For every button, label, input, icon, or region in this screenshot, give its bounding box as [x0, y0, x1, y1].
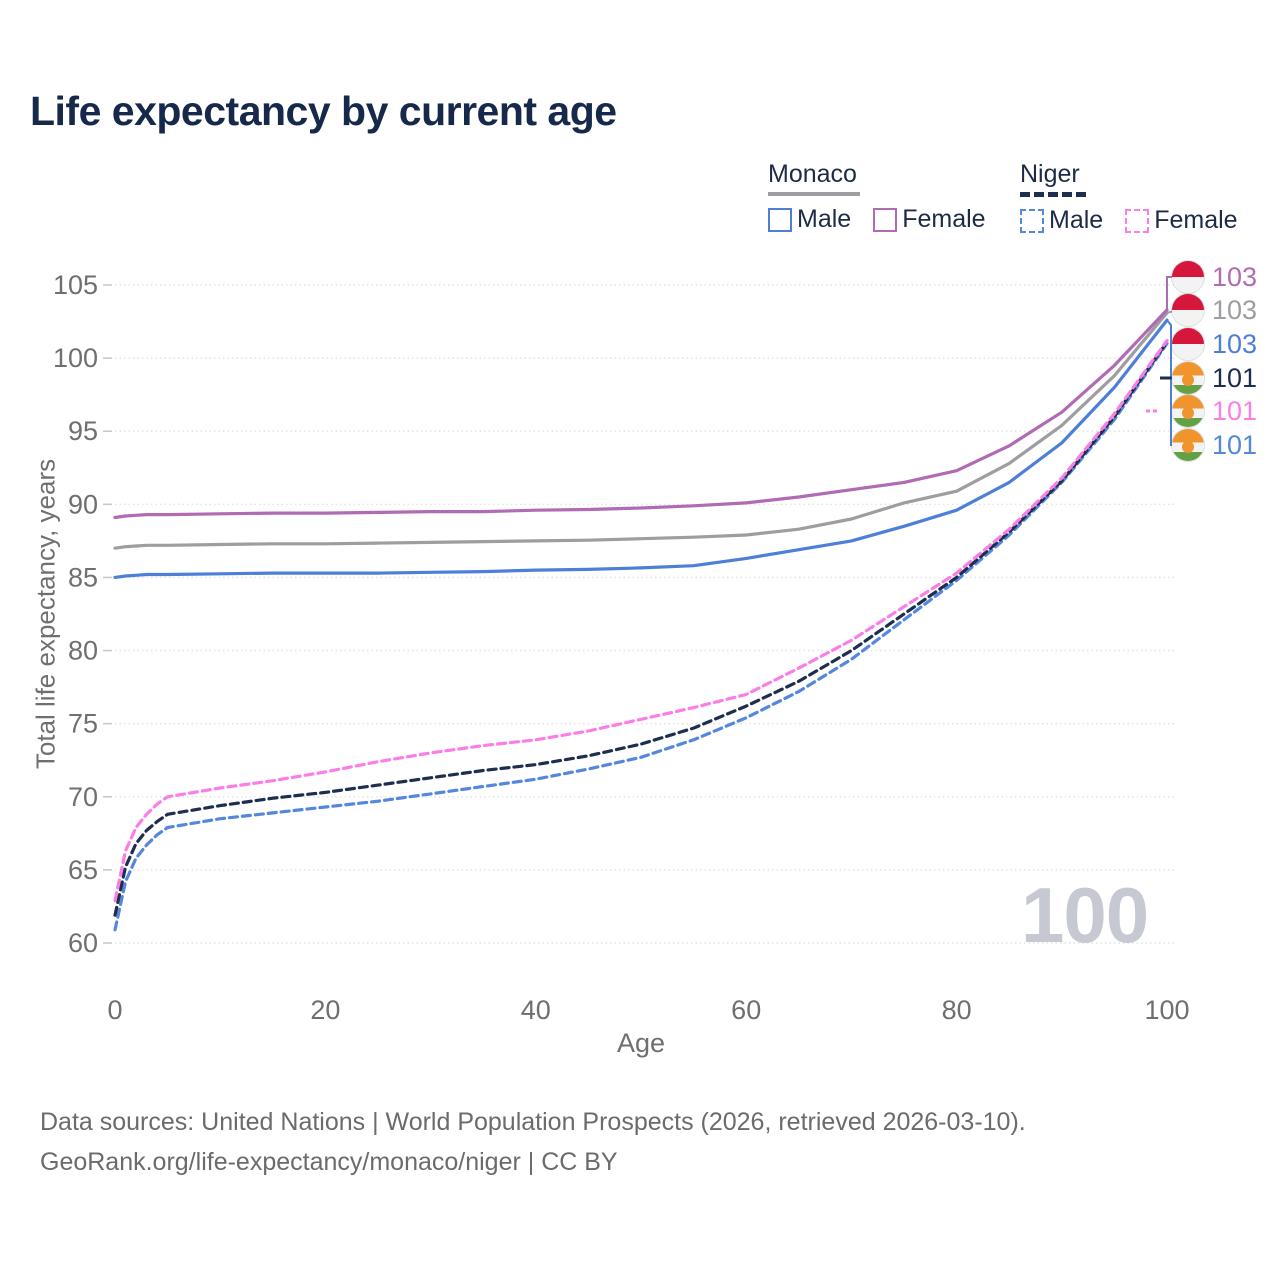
- legend-label: Male: [1049, 206, 1104, 234]
- y-tick-label: 70: [68, 782, 98, 812]
- legend-country-monaco: Monaco: [768, 160, 857, 188]
- monaco-flag-icon: [1172, 328, 1204, 360]
- legend-label: Female: [902, 205, 986, 233]
- x-tick-label: 40: [521, 995, 551, 1025]
- license-line: GeoRank.org/life-expectancy/monaco/niger…: [40, 1148, 618, 1176]
- y-tick-label: 60: [68, 928, 98, 958]
- legend-country-niger: Niger: [1020, 160, 1080, 188]
- niger-underline: [1020, 192, 1086, 197]
- y-axis-title: Total life expectancy, years: [30, 458, 61, 770]
- page-title: Life expectancy by current age: [30, 88, 617, 134]
- line-chart: 60 65 70 75 80 85 90 95 100 105 0 20 40 60 80 100: [53, 270, 1190, 1025]
- niger-flag-icon: [1172, 429, 1204, 461]
- series-end-label-monaco-total: 103: [1172, 293, 1257, 327]
- end-value: 103: [1212, 328, 1258, 359]
- legend-item-niger-female[interactable]: Female: [1125, 206, 1238, 235]
- series-line-monaco-male: [113, 318, 1169, 579]
- y-tick-label: 85: [68, 562, 98, 592]
- legend-item-monaco-male[interactable]: Male: [768, 205, 851, 234]
- series-end-label-niger-male: 101: [1172, 428, 1257, 462]
- x-tick-label: 20: [310, 995, 340, 1025]
- attribution: Data sources: United Nations | World Pop…: [40, 1102, 1026, 1182]
- y-tick-label: 90: [68, 489, 98, 519]
- niger-flag-icon: [1172, 395, 1204, 427]
- legend-item-monaco-female[interactable]: Female: [873, 205, 986, 234]
- monaco-flag-icon: [1172, 294, 1204, 326]
- series-line-niger-both-sexes: [113, 340, 1169, 917]
- y-tick-label: 105: [53, 270, 98, 300]
- legend-group-niger: Niger Male Female: [1020, 160, 1238, 235]
- end-value: 103: [1212, 261, 1258, 292]
- legend-label: Female: [1154, 206, 1238, 234]
- series-line-niger-female: [113, 339, 1169, 903]
- watermark-age-100: 100: [1021, 871, 1149, 959]
- end-value: 103: [1212, 294, 1258, 325]
- y-tick-label: 80: [68, 636, 98, 666]
- end-value: 101: [1212, 429, 1258, 460]
- monaco-female-swatch-icon: [873, 207, 898, 232]
- series-line-niger-male: [113, 341, 1169, 932]
- x-tick-label: 0: [107, 995, 122, 1025]
- y-tick-label: 95: [68, 416, 98, 446]
- x-tick-label: 80: [942, 995, 972, 1025]
- monaco-male-swatch-icon: [768, 207, 792, 232]
- series-end-label-niger-female: 101: [1172, 394, 1257, 428]
- series-line-monaco-female: [113, 308, 1169, 520]
- series-end-label-niger-total: 101: [1172, 361, 1257, 395]
- x-tick-label: 60: [731, 995, 761, 1025]
- y-tick-label: 75: [68, 709, 98, 739]
- y-tick-label: 100: [53, 343, 98, 373]
- x-axis-title: Age: [616, 1028, 666, 1058]
- niger-flag-icon: [1172, 362, 1204, 394]
- monaco-underline: [768, 192, 860, 196]
- end-value: 101: [1212, 395, 1258, 426]
- niger-female-swatch-icon: [1125, 208, 1150, 233]
- y-tick-label: 65: [68, 855, 98, 885]
- leader-monaco-female: [1166, 276, 1174, 310]
- niger-male-swatch-icon: [1020, 208, 1044, 233]
- legend-item-niger-male[interactable]: Male: [1020, 206, 1103, 235]
- series-end-label-monaco-female: 103: [1172, 260, 1257, 294]
- series-line-monaco-both-sexes: [113, 311, 1169, 550]
- end-value: 101: [1212, 362, 1258, 393]
- monaco-flag-icon: [1172, 261, 1204, 293]
- legend-group-monaco: Monaco Male Female: [768, 160, 986, 234]
- x-tick-label: 100: [1144, 995, 1189, 1025]
- series-end-label-monaco-male: 103: [1172, 327, 1257, 361]
- data-sources-line: Data sources: United Nations | World Pop…: [40, 1108, 1026, 1136]
- legend-label: Male: [797, 205, 852, 233]
